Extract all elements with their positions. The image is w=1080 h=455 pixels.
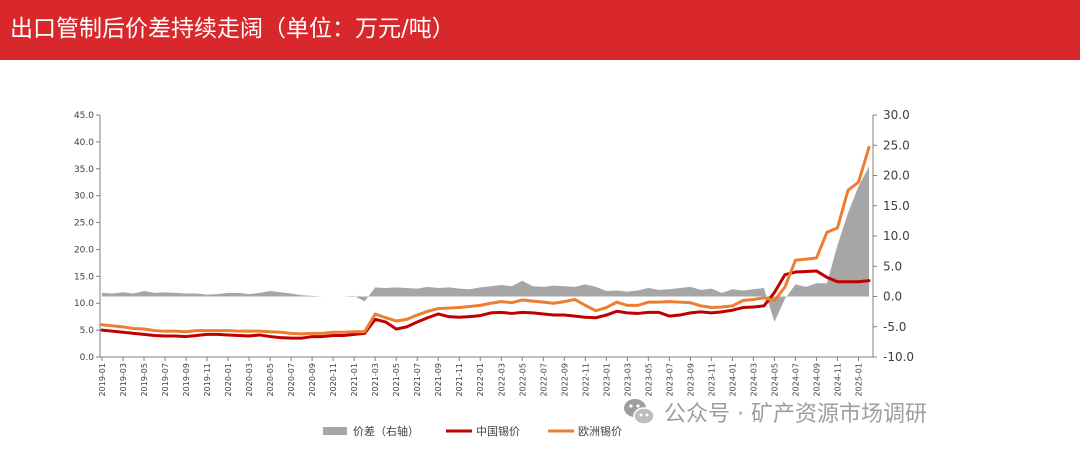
series-spread-area — [102, 166, 869, 322]
x-axis-tick-label: 2024-11 — [833, 363, 842, 396]
x-axis-tick-label: 2020-01 — [224, 363, 233, 396]
x-axis-tick-label: 2022-07 — [539, 363, 548, 396]
legend-swatch-spread — [323, 427, 347, 435]
x-axis-tick-label: 2024-03 — [749, 363, 758, 396]
left-axis-tick-label: 40.0 — [74, 138, 94, 148]
x-axis-tick-label: 2020-09 — [308, 363, 317, 396]
x-axis-tick-label: 2021-07 — [413, 363, 422, 396]
spread-area-layer — [102, 166, 869, 322]
legend: 价差（右轴） 中国锡价 欧洲锡价 — [323, 424, 622, 438]
x-axis-tick-label: 2019-09 — [182, 363, 191, 396]
x-axis-tick-label: 2022-11 — [581, 363, 590, 396]
watermark: 公众号 · 矿产资源市场调研 — [622, 392, 927, 432]
x-axis-tick-label: 2021-11 — [455, 363, 464, 396]
right-axis-tick-label: 25.0 — [883, 138, 910, 152]
right-axis-tick-label: -5.0 — [883, 320, 906, 334]
x-axis-tick-label: 2024-09 — [812, 363, 821, 396]
left-axis-tick-label: 0.0 — [80, 353, 95, 363]
x-axis-tick-label: 2020-05 — [266, 363, 275, 396]
x-axis-tick-label: 2022-03 — [497, 363, 506, 396]
x-axis-tick-label: 2023-11 — [707, 363, 716, 396]
x-axis-tick-label: 2023-07 — [665, 363, 674, 396]
watermark-text: 公众号 · 矿产资源市场调研 — [664, 402, 927, 427]
x-axis-tick-label: 2019-07 — [161, 363, 170, 396]
right-axis-tick-label: 30.0 — [883, 108, 910, 122]
legend-item-china: 中国锡价 — [446, 424, 520, 438]
right-axis-tick-label: 0.0 — [883, 290, 902, 304]
x-axis-tick-label: 2019-11 — [203, 363, 212, 396]
x-axis-tick-label: 2020-07 — [287, 363, 296, 396]
x-axis-tick-label: 2021-01 — [350, 363, 359, 396]
x-axis-tick-label: 2021-03 — [371, 363, 380, 396]
left-axis-tick-label: 45.0 — [74, 111, 94, 121]
series-europe-line — [100, 145, 871, 336]
x-axis-tick-label: 2024-05 — [770, 363, 779, 396]
x-axis-tick-label: 2022-01 — [476, 363, 485, 396]
left-axis-tick-label: 35.0 — [74, 165, 94, 175]
x-axis-tick-label: 2019-01 — [98, 363, 107, 396]
x-axis-tick-label: 2022-05 — [518, 363, 527, 396]
x-axis-tick-label: 2019-05 — [140, 363, 149, 396]
x-axis-tick-label: 2022-09 — [560, 363, 569, 396]
x-axis-tick-label: 2020-03 — [245, 363, 254, 396]
x-axis-tick-label: 2021-05 — [392, 363, 401, 396]
x-axis-tick-label: 2025-01 — [854, 363, 863, 396]
right-axis-tick-label: 5.0 — [883, 259, 902, 273]
series-lines-layer — [100, 145, 871, 340]
right-axis-tick-label: 15.0 — [883, 199, 910, 213]
wechat-icon — [624, 399, 655, 425]
x-axis-tick-label: 2019-03 — [119, 363, 128, 396]
title-banner: 出口管制后价差持续走阔（单位：万元/吨） — [0, 0, 1080, 60]
page-title: 出口管制后价差持续走阔（单位：万元/吨） — [10, 16, 455, 42]
x-axis-tick-label: 2023-09 — [686, 363, 695, 396]
x-axis-tick-label: 2020-11 — [329, 363, 338, 396]
x-axis-tick-label: 2024-07 — [791, 363, 800, 396]
legend-item-spread: 价差（右轴） — [323, 424, 419, 438]
legend-item-europe: 欧洲锡价 — [548, 424, 622, 438]
legend-label: 中国锡价 — [476, 424, 520, 438]
axes-layer: 0.0 5.0 10.0 15.0 20.0 25.0 30.0 35.0 40.0 45.0 -1… — [74, 108, 914, 396]
x-axis-tick-label: 2023-05 — [644, 363, 653, 396]
x-axis-tick-label: 2023-03 — [623, 363, 632, 396]
left-axis-tick-label: 25.0 — [74, 219, 94, 229]
x-axis-tick-label: 2024-01 — [728, 363, 737, 396]
right-axis-tick-label: -10.0 — [883, 350, 914, 364]
x-axis-tick-label: 2021-09 — [434, 363, 443, 396]
left-axis-tick-label: 10.0 — [74, 299, 94, 309]
right-axis-tick-label: 10.0 — [883, 229, 910, 243]
right-axis-tick-label: 20.0 — [883, 169, 910, 183]
left-axis-tick-label: 30.0 — [74, 192, 94, 202]
left-axis-tick-label: 5.0 — [80, 326, 95, 336]
left-axis-tick-label: 15.0 — [74, 272, 94, 282]
left-axis-tick-label: 20.0 — [74, 245, 94, 255]
legend-label: 价差（右轴） — [353, 424, 419, 438]
chart: 0.0 5.0 10.0 15.0 20.0 25.0 30.0 35.0 40.0 45.0 -1… — [74, 108, 914, 438]
series-china-line — [100, 269, 871, 340]
x-axis-tick-label: 2023-01 — [602, 363, 611, 396]
legend-label: 欧洲锡价 — [578, 424, 622, 438]
